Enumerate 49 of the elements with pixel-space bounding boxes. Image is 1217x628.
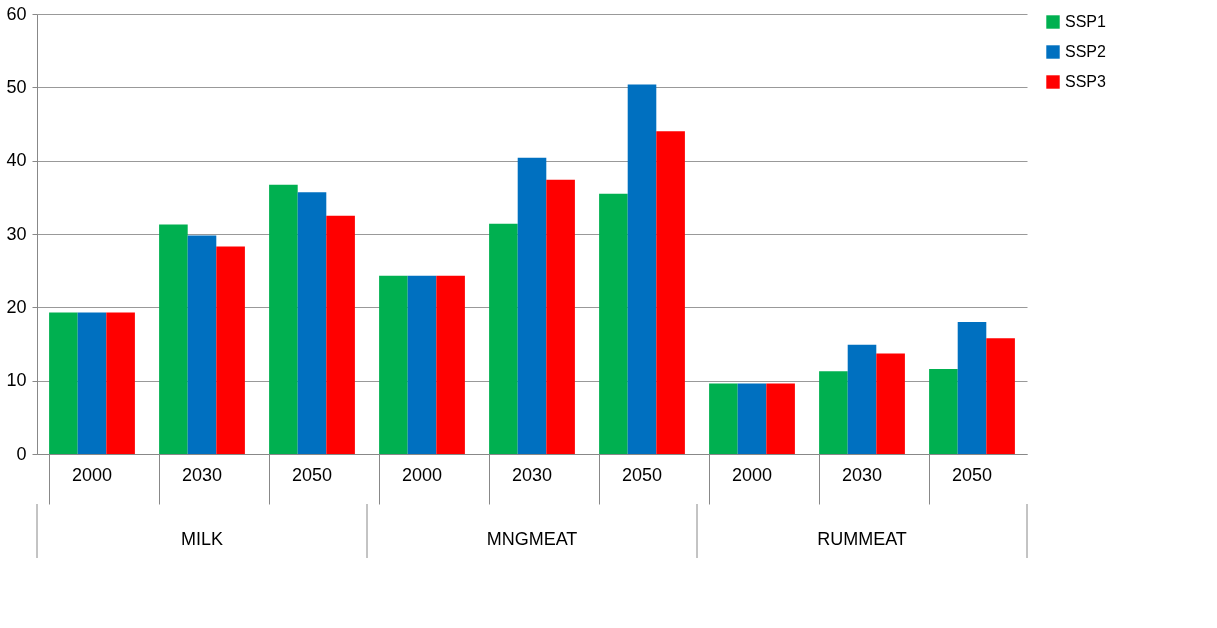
- text: MILK: [180, 529, 224, 549]
- bar: [436, 275, 465, 454]
- x-tick-label: 2030: [841, 464, 883, 485]
- bar: [517, 157, 547, 454]
- x-tick-label: 2030: [181, 464, 223, 485]
- text: MNGMEAT: [486, 529, 578, 549]
- legend-label: SSP1: [1065, 13, 1107, 30]
- bar: [737, 383, 767, 454]
- bar: [49, 312, 78, 454]
- x-tick-label: 2050: [291, 464, 333, 485]
- bar: [187, 235, 217, 454]
- x-tick-label: 2000: [71, 464, 113, 485]
- bar: [709, 383, 738, 454]
- y-tick-label: 30: [6, 223, 27, 244]
- x-tick-label: 2050: [951, 464, 993, 485]
- bar: [407, 275, 437, 454]
- bar: [957, 322, 987, 454]
- y-tick-label: 0: [16, 443, 27, 464]
- x-tick-label: 2000: [731, 464, 773, 485]
- bar: [656, 131, 685, 454]
- bar: [847, 344, 877, 454]
- bar: [106, 312, 135, 454]
- bar: [159, 224, 188, 454]
- text: RUMMEAT: [817, 529, 907, 549]
- bar: [986, 338, 1015, 454]
- bar: [599, 193, 628, 454]
- y-tick-label: 60: [6, 3, 27, 24]
- bar: [929, 368, 958, 454]
- bar: [489, 223, 518, 454]
- bar: [269, 184, 298, 454]
- bar: [379, 275, 408, 454]
- bar: [876, 353, 905, 454]
- bar: [766, 383, 795, 454]
- bar: [297, 192, 327, 454]
- x-tick-label: 2030: [511, 464, 553, 485]
- bar: [627, 84, 657, 454]
- legend-label: SSP3: [1065, 73, 1107, 90]
- bar: [819, 371, 848, 454]
- bar: [77, 312, 107, 454]
- y-tick-label: 50: [6, 76, 27, 97]
- bar: [216, 246, 245, 454]
- bar: [546, 179, 575, 454]
- y-tick-label: 20: [6, 296, 27, 317]
- legend-label: SSP2: [1065, 43, 1107, 60]
- bar: [326, 215, 355, 454]
- x-tick-label: 2000: [401, 464, 443, 485]
- x-tick-label: 2050: [621, 464, 663, 485]
- y-tick-label: 10: [6, 370, 27, 391]
- y-tick-label: 40: [6, 150, 27, 171]
